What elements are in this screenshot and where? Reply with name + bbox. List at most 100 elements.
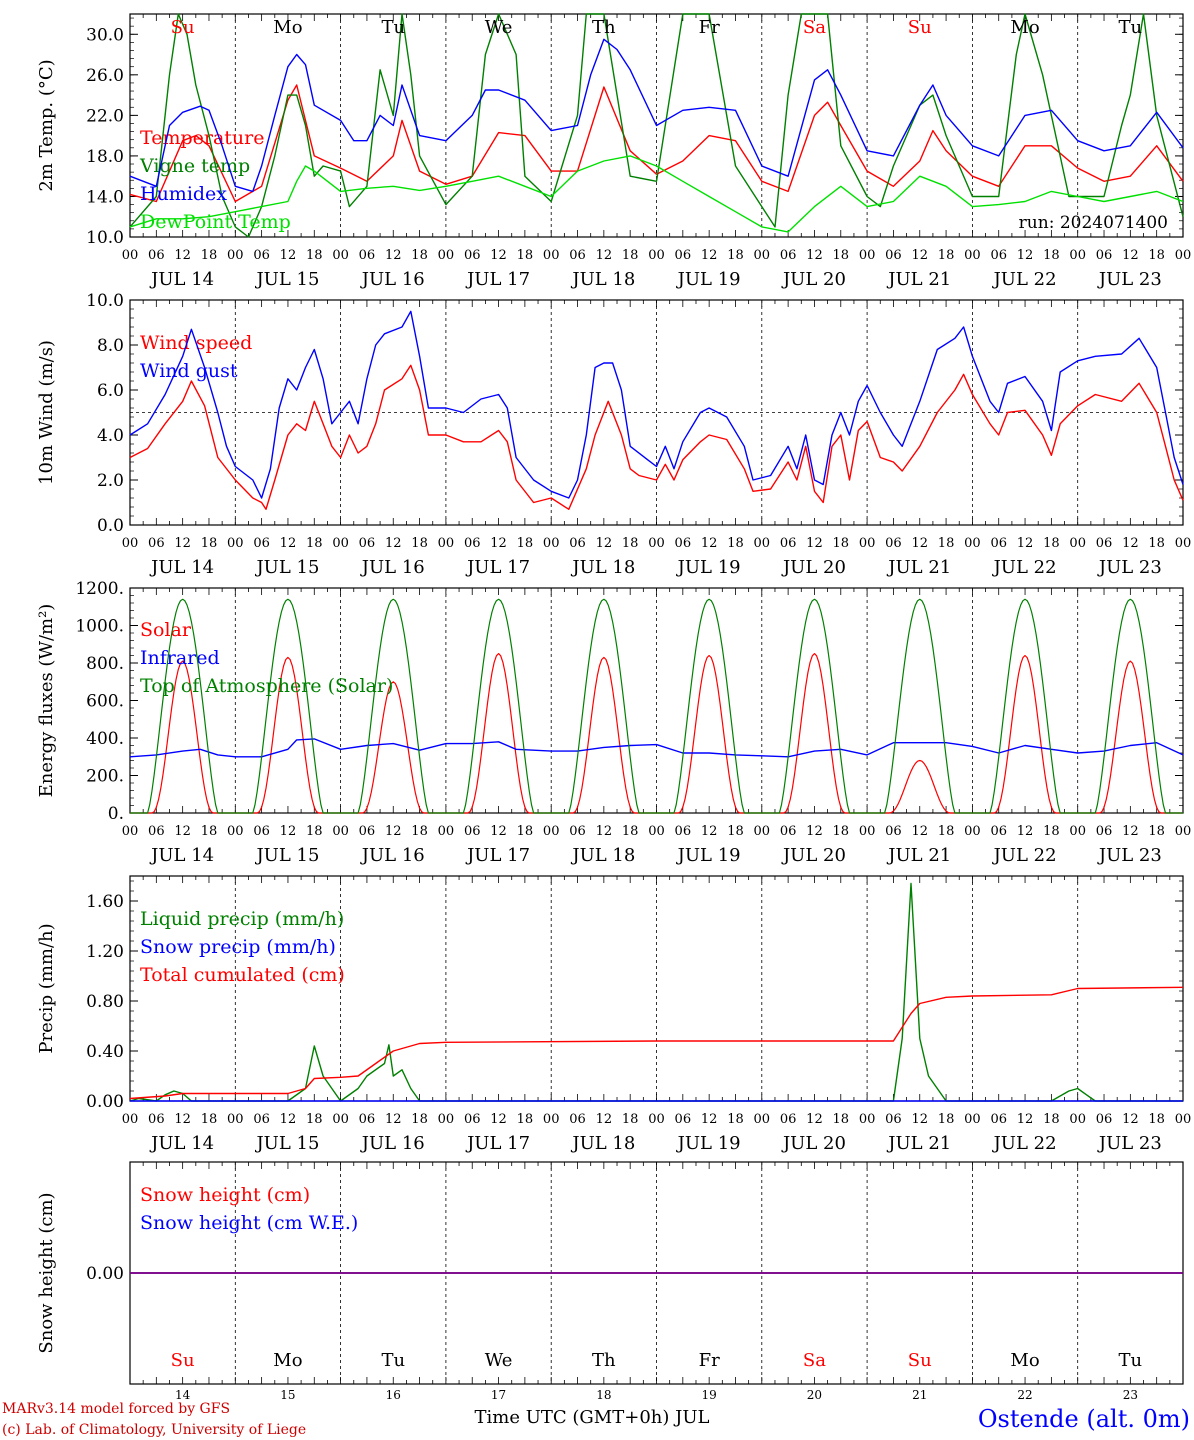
y-tick-label: 6.0 [97, 381, 124, 401]
y-tick-label: 10.0 [86, 228, 124, 248]
date-label: JUL 23 [1097, 557, 1162, 578]
hour-tick-label: 00 [754, 824, 771, 839]
series-wind-gust [129, 310, 1184, 499]
y-tick-label: 8.0 [97, 336, 124, 356]
y-tick-label: 0.40 [86, 1042, 124, 1062]
hour-tick-label: 00 [859, 536, 876, 551]
hour-tick-label: 06 [569, 248, 586, 263]
hour-tick-label: 18 [833, 824, 850, 839]
hour-tick-label: 00 [648, 1112, 665, 1127]
hour-tick-label: 12 [701, 824, 718, 839]
date-label: JUL 22 [992, 1133, 1057, 1154]
hour-tick-label: 18 [833, 536, 850, 551]
series-wind-speed [129, 364, 1184, 510]
hour-tick-label: 18 [306, 824, 323, 839]
hour-tick-label: 18 [1148, 536, 1165, 551]
hour-tick-label: 18 [411, 248, 428, 263]
hour-tick-label: 18 [727, 248, 744, 263]
hour-tick-label: 06 [1096, 824, 1113, 839]
hour-tick-label: 06 [464, 248, 481, 263]
hour-tick-label: 00 [1175, 824, 1192, 839]
date-label: JUL 22 [992, 269, 1057, 290]
hour-tick-label: 06 [675, 824, 692, 839]
date-label: JUL 14 [149, 845, 214, 866]
hour-tick-label: 00 [648, 248, 665, 263]
hour-tick-label: 00 [122, 1112, 139, 1127]
hour-tick-label: 00 [332, 824, 349, 839]
series-total-cumulated-cm [129, 986, 1184, 1100]
hour-tick-label: 18 [833, 1112, 850, 1127]
hour-tick-label: 00 [964, 248, 981, 263]
y-axis-title: 10m Wind (m/s) [36, 340, 57, 485]
hour-tick-label: 06 [675, 1112, 692, 1127]
legend-dewpoint-temp: DewPoint Temp [140, 211, 291, 233]
hour-tick-label: 12 [1017, 824, 1034, 839]
hour-tick-label: 06 [253, 248, 270, 263]
date-label: JUL 20 [781, 269, 846, 290]
hour-tick-label: 06 [990, 1112, 1007, 1127]
hour-tick-label: 00 [754, 536, 771, 551]
hour-tick-label: 18 [727, 1112, 744, 1127]
y-tick-label: 2.0 [97, 471, 124, 491]
y-axis-title: Precip (mm/h) [36, 923, 57, 1053]
hour-tick-label: 12 [1017, 248, 1034, 263]
date-label: JUL 15 [254, 269, 319, 290]
date-label: JUL 18 [570, 1133, 635, 1154]
day-number-label: 22 [1017, 1388, 1032, 1402]
hour-tick-label: 12 [596, 1112, 613, 1127]
date-label: JUL 21 [886, 1133, 951, 1154]
hour-tick-label: 18 [727, 536, 744, 551]
hour-tick-label: 06 [885, 824, 902, 839]
date-label: JUL 16 [360, 1133, 425, 1154]
legend-snow-height-cm: Snow height (cm) [140, 1184, 310, 1206]
hour-tick-label: 06 [464, 824, 481, 839]
weekday-label: Sa [803, 17, 826, 38]
hour-tick-label: 06 [569, 1112, 586, 1127]
date-label: JUL 16 [360, 557, 425, 578]
hour-tick-label: 18 [1043, 248, 1060, 263]
hour-tick-label: 12 [1122, 536, 1139, 551]
legend-top-of-atmosphere-solar: Top of Atmosphere (Solar) [140, 675, 393, 697]
day-number-label: 21 [912, 1388, 927, 1402]
weekday-label: Su [908, 1350, 932, 1371]
hour-tick-label: 06 [675, 248, 692, 263]
date-label: JUL 17 [465, 1133, 530, 1154]
hour-tick-label: 06 [990, 824, 1007, 839]
hour-tick-label: 18 [622, 248, 639, 263]
hour-tick-label: 00 [1175, 536, 1192, 551]
footer-credit-line2: (c) Lab. of Climatology, University of L… [2, 1422, 306, 1438]
hour-tick-label: 00 [227, 536, 244, 551]
hour-tick-label: 12 [280, 824, 297, 839]
date-label: JUL 17 [465, 557, 530, 578]
hour-tick-label: 06 [464, 1112, 481, 1127]
hour-tick-label: 06 [359, 1112, 376, 1127]
legend-temperature: Temperature [140, 127, 264, 149]
hour-tick-label: 12 [701, 536, 718, 551]
hour-tick-label: 12 [806, 248, 823, 263]
date-label: JUL 15 [254, 557, 319, 578]
date-label: JUL 21 [886, 845, 951, 866]
hour-tick-label: 00 [543, 1112, 560, 1127]
hour-tick-label: 06 [148, 1112, 165, 1127]
weekday-label: Th [592, 1350, 616, 1371]
hour-tick-label: 12 [596, 536, 613, 551]
date-label: JUL 18 [570, 557, 635, 578]
weekday-label: Sa [803, 1350, 826, 1371]
hour-tick-label: 00 [964, 824, 981, 839]
legend-wind-gust: Wind gust [140, 360, 238, 382]
hour-tick-label: 12 [385, 1112, 402, 1127]
y-tick-label: 0.00 [86, 1264, 124, 1284]
hour-tick-label: 00 [1069, 1112, 1086, 1127]
y-tick-label: 1.60 [86, 892, 124, 912]
hour-tick-label: 00 [438, 1112, 455, 1127]
day-number-label: 16 [386, 1388, 401, 1402]
hour-tick-label: 00 [332, 248, 349, 263]
y-tick-label: 1.20 [86, 942, 124, 962]
hour-tick-label: 06 [253, 1112, 270, 1127]
hour-tick-label: 00 [438, 248, 455, 263]
hour-tick-label: 18 [1148, 248, 1165, 263]
legend-vigne-temp: Vigne temp [139, 155, 250, 177]
hour-tick-label: 12 [911, 1112, 928, 1127]
hour-tick-label: 00 [964, 1112, 981, 1127]
